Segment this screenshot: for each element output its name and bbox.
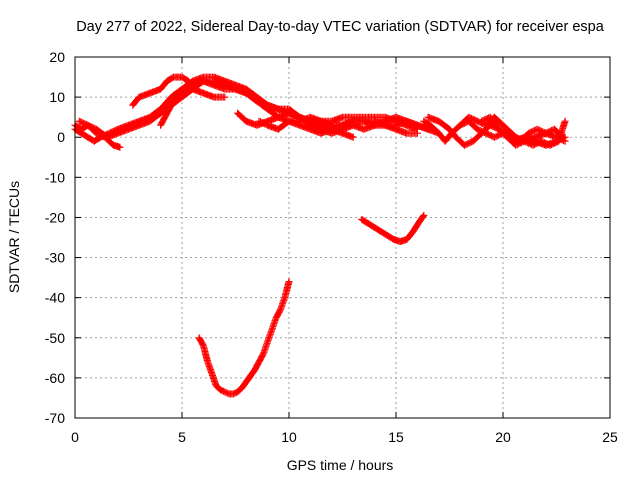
- y-tick-label: 20: [49, 49, 65, 65]
- data-point-marks: [110, 141, 124, 151]
- data-point-marks: [242, 85, 260, 100]
- x-tick-label: 25: [602, 429, 618, 445]
- data-point-marks: [364, 220, 377, 231]
- x-tick-label: 5: [178, 429, 186, 445]
- data-point-marks: [210, 93, 229, 101]
- data-point-marks: [255, 117, 270, 128]
- data-point-marks: [169, 90, 185, 105]
- data-point-marks: [146, 106, 163, 121]
- data-point-marks: [371, 224, 384, 235]
- data-point-marks: [358, 215, 371, 227]
- data-series: [71, 73, 569, 398]
- data-point-marks: [167, 86, 185, 101]
- data-point-marks: [281, 278, 293, 302]
- data-point-marks: [490, 113, 506, 128]
- data-point-marks: [77, 129, 91, 140]
- data-point-marks: [409, 219, 423, 235]
- data-point-marks: [555, 117, 569, 145]
- data-point-marks: [383, 232, 397, 243]
- data-point-marks: [413, 121, 432, 133]
- data-point-marks: [234, 109, 249, 124]
- data-point-marks: [486, 113, 502, 132]
- plot-area-border: [74, 56, 611, 419]
- data-point-marks: [195, 334, 207, 348]
- y-tick-label: -40: [45, 290, 65, 306]
- data-point-marks: [212, 382, 223, 393]
- data-point-marks: [339, 129, 357, 141]
- data-point-marks: [217, 386, 227, 395]
- data-point-marks: [272, 307, 284, 322]
- data-point-marks: [146, 110, 163, 125]
- data-point-marks: [199, 342, 211, 364]
- data-point-marks: [403, 129, 421, 137]
- data-point-marks: [157, 78, 170, 93]
- data-point-marks: [90, 134, 103, 145]
- y-tick-label: 10: [49, 89, 65, 105]
- data-point-marks: [416, 211, 428, 225]
- data-point-marks: [242, 89, 260, 104]
- data-point-marks: [75, 117, 90, 128]
- data-point-marks: [157, 94, 174, 113]
- data-point-marks: [84, 121, 99, 132]
- data-point-marks: [469, 130, 484, 145]
- x-tick-label: 15: [388, 429, 404, 445]
- data-point-marks: [163, 74, 176, 85]
- data-point-marks: [461, 138, 476, 149]
- data-point-marks: [274, 118, 292, 133]
- chart-title: Day 277 of 2022, Sidereal Day-to-day VTE…: [76, 19, 605, 35]
- y-tick-label: -30: [45, 250, 65, 266]
- data-point-marks: [178, 82, 195, 97]
- data-point-marks: [157, 111, 170, 129]
- data-point-marks: [446, 125, 459, 140]
- data-point-marks: [129, 94, 142, 109]
- data-point-marks: [495, 125, 510, 140]
- data-point-marks: [377, 228, 390, 239]
- data-point-marks: [242, 373, 254, 386]
- axes: 0 5 10 15 20 25 20 10 0 -10 -20 -30 -40 -50 -60 -70: [45, 49, 618, 445]
- data-point-marks: [465, 117, 480, 132]
- data-point-marks: [229, 389, 240, 398]
- data-point-marks: [238, 379, 249, 392]
- data-point-marks: [435, 117, 452, 132]
- y-tick-label: -20: [45, 209, 65, 225]
- y-axis-label: SDTVAR / TECUs: [6, 181, 22, 293]
- data-point-marks: [403, 121, 421, 133]
- data-point-marks: [163, 99, 177, 117]
- data-point-marks: [247, 367, 258, 380]
- data-point-marks: [426, 121, 442, 136]
- data-point-marks: [251, 359, 262, 374]
- data-point-marks: [546, 138, 561, 149]
- x-tick-label: 10: [281, 429, 297, 445]
- data-point-marks: [499, 121, 514, 136]
- data-point-marks: [234, 385, 245, 396]
- x-axis-label: GPS time / hours: [287, 457, 394, 473]
- x-tick-label: 20: [495, 429, 511, 445]
- data-point-marks: [178, 73, 191, 84]
- data-point-marks: [465, 113, 480, 124]
- y-tick-label: -60: [45, 370, 65, 386]
- y-tick-label: -70: [45, 410, 65, 426]
- y-tick-label: -50: [45, 330, 65, 346]
- data-point-marks: [403, 229, 416, 243]
- x-tick-label: 0: [71, 429, 79, 445]
- data-point-marks: [255, 351, 267, 366]
- data-point-marks: [221, 388, 232, 397]
- y-tick-label: 0: [57, 129, 65, 145]
- y-tick-label: -10: [45, 169, 65, 185]
- data-point-marks: [420, 117, 433, 128]
